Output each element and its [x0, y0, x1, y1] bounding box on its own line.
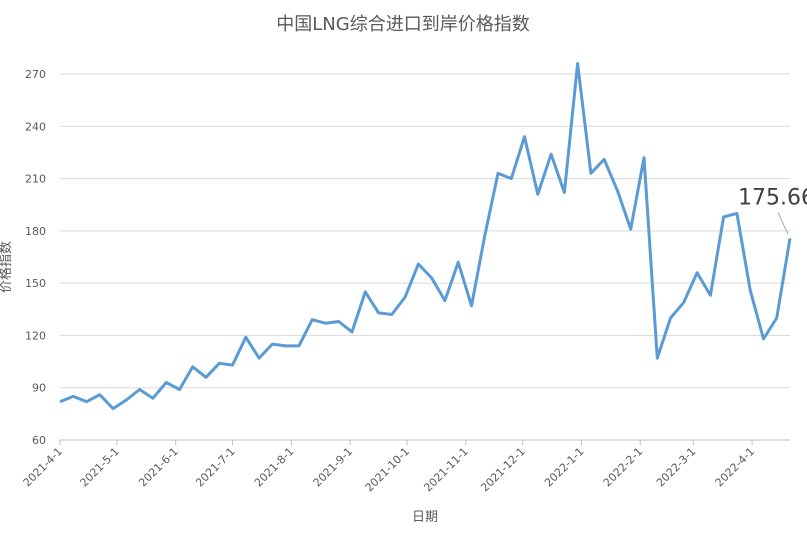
- y-axis-label: 价格指数: [0, 241, 14, 293]
- x-tick-label: 2021-7-1: [193, 445, 238, 490]
- y-tick-label: 180: [25, 225, 46, 238]
- x-tick-label: 2021-11-1: [421, 445, 470, 494]
- x-tick-label: 2021-9-1: [311, 445, 356, 490]
- y-tick-label: 150: [25, 277, 46, 290]
- y-tick-label: 210: [25, 173, 46, 186]
- x-axis-ticks: 2021-4-1 2021-5-1 2021-6-1 2021-7-1 2021-8-1…: [21, 440, 758, 494]
- y-tick-label: 270: [25, 68, 46, 81]
- chart-title: 中国LNG综合进口到岸价格指数: [276, 14, 529, 35]
- annotation-leader-line: [777, 212, 789, 235]
- series-line: [59, 62, 792, 411]
- x-axis-label: 日期: [412, 510, 438, 525]
- x-tick-label: 2021-10-1: [363, 445, 412, 494]
- x-tick-label: 2022-3-1: [654, 445, 699, 490]
- y-tick-label: 90: [32, 382, 46, 395]
- y-tick-label: 60: [32, 434, 46, 447]
- x-tick-label: 2021-6-1: [136, 445, 181, 490]
- y-tick-label: 120: [25, 329, 46, 342]
- gridlines: [60, 73, 790, 389]
- last-value-annotation: 175.66: [738, 185, 807, 210]
- x-tick-label: 2022-1-1: [542, 445, 587, 490]
- x-tick-label: 2022-2-1: [601, 445, 646, 490]
- x-tick-label: 2021-4-1: [21, 445, 66, 490]
- x-tick-label: 2021-8-1: [252, 445, 297, 490]
- y-axis-ticks: 60 90 120 150 180 210 240 270: [25, 68, 46, 447]
- x-tick-label: 2021-12-1: [478, 445, 527, 494]
- y-tick-label: 240: [25, 120, 46, 133]
- x-tick-label: 2021-5-1: [78, 445, 123, 490]
- x-tick-label: 2022-4-1: [713, 445, 758, 490]
